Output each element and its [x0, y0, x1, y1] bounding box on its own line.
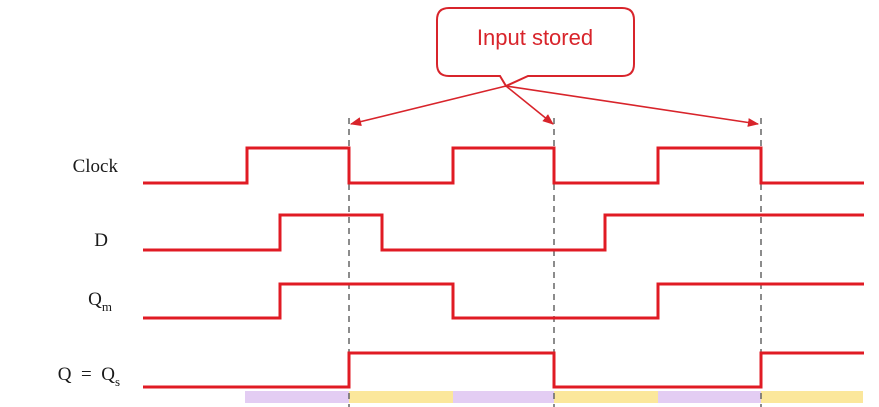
qm-label-sub: m: [102, 299, 112, 314]
qm-waveform: [143, 282, 864, 320]
qs-label-main: Q: [101, 364, 115, 385]
waveforms: [143, 146, 864, 389]
d-label: D: [94, 230, 108, 251]
signal-labels: Clock D Qm Q = Qs: [58, 156, 120, 389]
phase-segment: [658, 391, 761, 403]
qs-waveform: [143, 351, 864, 389]
clock-label: Clock: [73, 156, 119, 177]
qm-label: Qm: [88, 289, 112, 314]
qs-label-prefix: Q =: [58, 364, 101, 385]
phase-segment: [245, 391, 349, 403]
phase-segment: [554, 391, 658, 403]
callout-box: [436, 7, 635, 88]
callout-arrow-2: [505, 85, 554, 125]
phase-bar: [245, 391, 863, 403]
callout-text: Input stored: [477, 25, 593, 50]
qm-label-main: Q: [88, 289, 102, 310]
phase-segment: [453, 391, 554, 403]
callout-arrow-3: [505, 85, 760, 127]
phase-segment: [761, 391, 863, 403]
qs-label: Q = Qs: [58, 364, 120, 389]
input-stored-callout: Input stored: [349, 7, 760, 127]
qs-label-sub: s: [115, 374, 120, 389]
phase-segment: [349, 391, 453, 403]
d-waveform: [143, 213, 864, 252]
callout-arrow-1: [349, 85, 507, 126]
clock-waveform: [143, 146, 864, 185]
